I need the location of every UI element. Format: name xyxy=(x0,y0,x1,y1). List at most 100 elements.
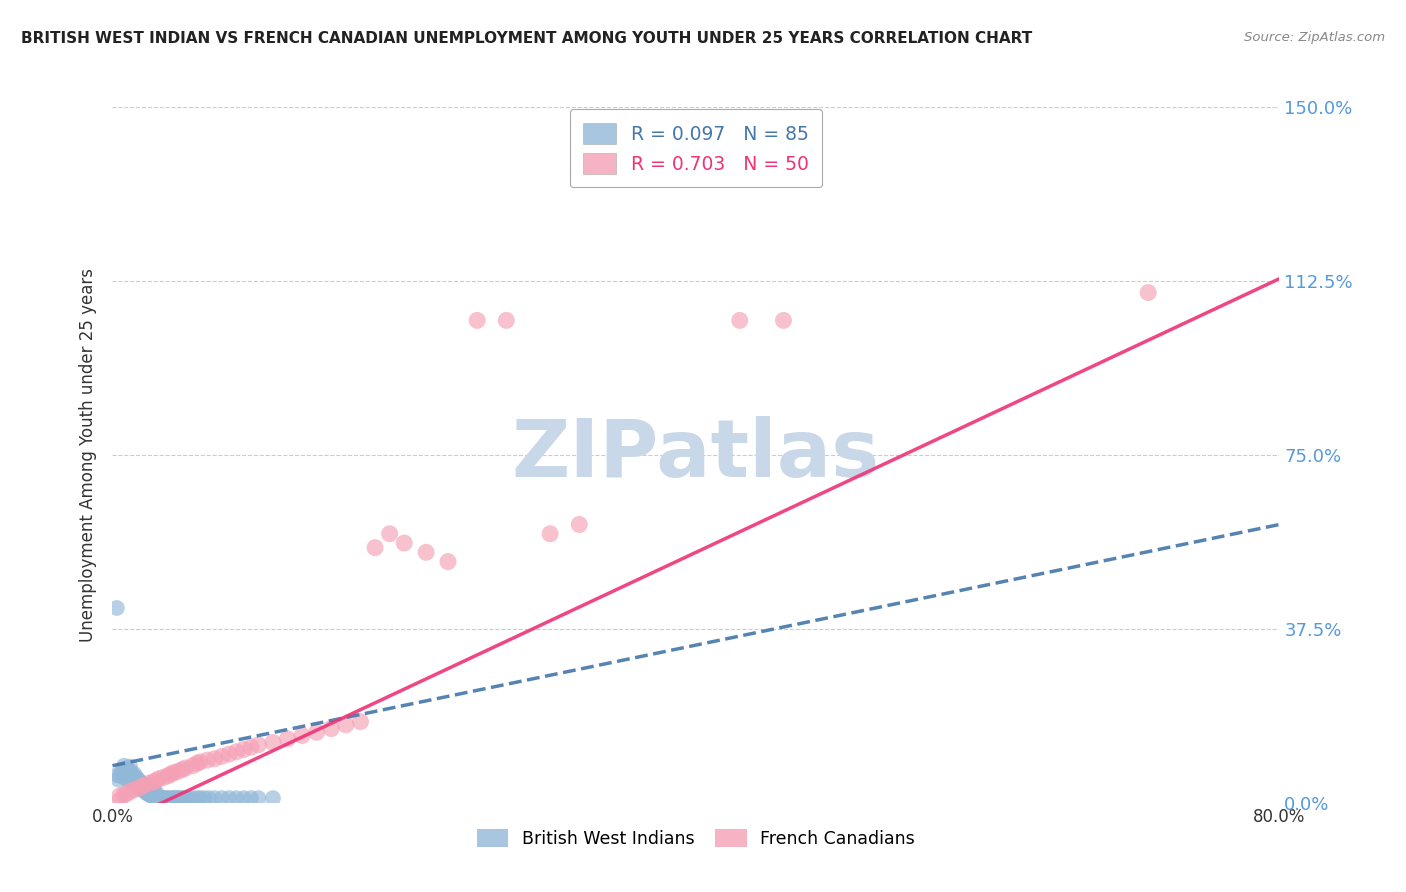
Point xyxy=(247,738,270,752)
Point xyxy=(155,791,177,805)
Point xyxy=(120,772,142,787)
Point xyxy=(232,742,254,756)
Point xyxy=(128,773,150,788)
Point xyxy=(115,764,138,779)
Point xyxy=(378,526,401,541)
Point xyxy=(335,718,357,732)
Point xyxy=(437,555,460,569)
Point xyxy=(415,545,437,559)
Point xyxy=(218,791,240,805)
Point xyxy=(225,791,247,805)
Point xyxy=(465,313,488,327)
Y-axis label: Unemployment Among Youth under 25 years: Unemployment Among Youth under 25 years xyxy=(79,268,97,642)
Point xyxy=(136,787,159,801)
Point xyxy=(112,758,135,772)
Point xyxy=(197,791,219,805)
Point xyxy=(105,768,128,782)
Text: Source: ZipAtlas.com: Source: ZipAtlas.com xyxy=(1244,31,1385,45)
Point xyxy=(305,725,328,739)
Point xyxy=(108,789,131,803)
Point xyxy=(156,791,179,805)
Point xyxy=(728,313,751,327)
Point xyxy=(276,731,298,746)
Point xyxy=(1137,285,1160,300)
Point xyxy=(225,745,247,759)
Point xyxy=(134,784,156,798)
Point xyxy=(135,780,157,794)
Point xyxy=(142,775,165,789)
Point xyxy=(145,786,167,800)
Point xyxy=(211,791,233,805)
Point xyxy=(167,791,190,805)
Point xyxy=(131,780,153,794)
Point xyxy=(128,780,150,794)
Point xyxy=(148,772,170,786)
Legend: British West Indians, French Canadians: British West Indians, French Canadians xyxy=(468,821,924,856)
Point xyxy=(118,775,141,789)
Point xyxy=(136,780,159,795)
Point xyxy=(115,761,138,775)
Point xyxy=(240,791,263,805)
Point xyxy=(139,789,162,803)
Point xyxy=(127,778,149,792)
Point xyxy=(138,776,160,790)
Point xyxy=(538,526,561,541)
Point xyxy=(111,763,134,777)
Point xyxy=(138,788,160,802)
Point xyxy=(132,782,155,797)
Point xyxy=(117,770,139,784)
Point xyxy=(240,740,263,755)
Point xyxy=(128,780,150,795)
Point xyxy=(107,772,129,787)
Point xyxy=(129,780,152,795)
Point xyxy=(142,784,165,798)
Text: BRITISH WEST INDIAN VS FRENCH CANADIAN UNEMPLOYMENT AMONG YOUTH UNDER 25 YEARS C: BRITISH WEST INDIAN VS FRENCH CANADIAN U… xyxy=(21,31,1032,46)
Point xyxy=(262,735,284,749)
Point xyxy=(186,756,208,771)
Point xyxy=(153,791,176,805)
Point xyxy=(262,791,284,805)
Point xyxy=(112,770,135,784)
Point xyxy=(124,782,146,797)
Point xyxy=(204,752,226,766)
Point xyxy=(110,765,132,780)
Point xyxy=(174,761,197,775)
Point xyxy=(114,767,136,781)
Point xyxy=(150,791,173,805)
Point xyxy=(131,776,153,790)
Point xyxy=(211,749,233,764)
Point xyxy=(152,791,174,805)
Point xyxy=(568,517,591,532)
Point xyxy=(156,769,179,783)
Point xyxy=(125,777,148,791)
Point xyxy=(162,791,184,805)
Point xyxy=(141,783,163,797)
Point xyxy=(177,791,200,805)
Point xyxy=(134,778,156,792)
Point xyxy=(118,784,141,798)
Point xyxy=(139,782,162,797)
Point xyxy=(232,791,254,805)
Point xyxy=(143,789,166,804)
Point xyxy=(124,767,146,781)
Point xyxy=(127,772,149,786)
Point xyxy=(117,764,139,778)
Point xyxy=(394,536,416,550)
Point xyxy=(142,789,165,804)
Point xyxy=(118,759,141,773)
Point xyxy=(134,778,156,792)
Point xyxy=(181,758,204,772)
Point xyxy=(291,729,314,743)
Point xyxy=(146,791,169,805)
Point xyxy=(170,791,193,805)
Point xyxy=(495,313,517,327)
Point xyxy=(163,791,186,805)
Point xyxy=(115,787,138,801)
Point xyxy=(321,722,343,736)
Point xyxy=(148,791,170,805)
Point xyxy=(204,791,226,805)
Point xyxy=(118,768,141,782)
Point xyxy=(135,786,157,800)
Point xyxy=(160,767,183,781)
Point xyxy=(247,791,270,805)
